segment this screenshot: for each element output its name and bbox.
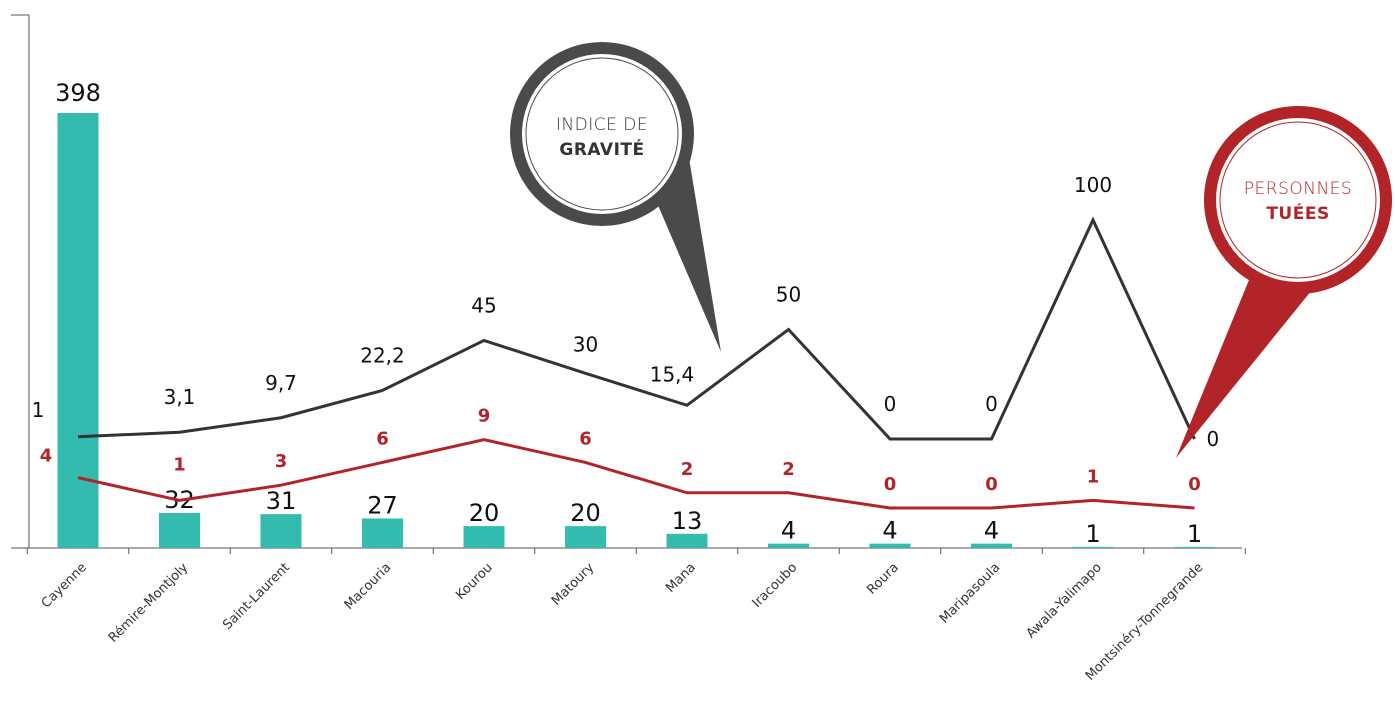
bar [159,513,200,548]
bar [869,543,911,548]
gravite-callout-ring [522,54,682,214]
tuees-line [77,438,1195,510]
category-labels: Cayenne Rémire-Montjoly Saint-Laurent Macou… [39,560,1207,684]
bar [463,526,505,548]
gravite-value-label: 45 [471,293,496,317]
category-label: Roura [864,560,901,597]
tuees-value-label: 1 [173,454,186,475]
tuees-value-label: 0 [884,474,897,495]
tuees-value-label: 6 [376,428,389,449]
tuees-callout-ring [1216,118,1380,282]
bars [57,113,1215,548]
bar-value-label: 27 [367,491,398,519]
tuees-value-label: 0 [1188,474,1201,495]
tuees-callout: PERSONNES TUÉES [1176,106,1392,458]
bar-value-label: 20 [570,499,601,527]
bar-value-label: 1 [1085,520,1100,548]
bar-value-label: 1 [1187,520,1202,548]
gravite-value-label: 50 [776,283,801,307]
bar [565,526,606,548]
bar [971,543,1012,548]
gravite-callout-inner [525,57,679,211]
bar [1072,546,1114,548]
tuees-value-label: 3 [275,451,288,472]
category-label: Saint-Laurent [220,560,293,633]
tuees-value-label: 2 [681,459,694,480]
category-label: Mana [663,560,699,596]
bar [260,514,302,548]
bar-value-label: 398 [55,79,101,107]
gravite-value-label: 0 [884,392,897,416]
line-value-labels: 1 3,1 9,7 22,2 45 30 15,4 50 0 0 100 0 4 1 3 6 9 6 2 2 0 0 1 0 [32,173,1220,495]
gravite-value-label: 9,7 [265,371,297,395]
gravite-value-label: 15,4 [650,362,695,386]
tuees-callout-line1: PERSONNES [1244,179,1352,199]
category-label: Awala-Yalimapo [1024,560,1105,641]
tuees-callout-pointer [1176,258,1320,458]
gravite-callout-line2: GRAVITÉ [559,138,644,160]
bar-value-label: 4 [882,517,897,545]
category-label: Montsinéry-Tonnegrande [1083,560,1207,684]
axes [11,14,1242,549]
category-label: Cayenne [39,560,90,611]
bar-value-label: 20 [469,499,500,527]
gravite-value-label: 1 [32,398,45,422]
tuees-value-label: 9 [478,406,491,427]
tuees-value-label: 0 [985,474,998,495]
tuees-value-label: 2 [782,459,795,480]
tuees-value-label: 6 [579,428,592,449]
gravite-value-label: 30 [573,332,598,356]
bar-value-label: 13 [672,507,703,535]
tuees-value-label: 4 [40,446,53,467]
category-label: Maripasoula [937,560,1003,626]
bar [666,533,708,548]
series-lines [77,216,1196,510]
category-label: Matoury [549,560,598,609]
tuees-callout-inner [1219,121,1377,279]
x-ticks [26,548,1246,554]
bar-value-label: 4 [984,517,999,545]
gravite-callout-line1: INDICE DE [556,115,648,135]
gravite-value-label: 100 [1074,173,1112,197]
gravite-value-label: 3,1 [164,385,196,409]
category-label: Kourou [453,560,496,603]
category-label: Rémire-Montjoly [106,560,192,646]
tuees-callout-line2: TUÉES [1266,202,1329,224]
bar-value-label: 31 [266,487,297,515]
gravite-value-label: 22,2 [360,343,405,367]
gravite-callout: INDICE DE GRAVITÉ [510,42,721,352]
gravite-value-label: 0 [1207,427,1220,451]
bar [1174,546,1215,548]
bar [768,543,809,548]
category-label: Iracoubo [750,560,801,611]
bar [362,518,403,548]
tuees-value-label: 1 [1087,466,1100,487]
gravite-value-label: 0 [985,392,998,416]
category-label: Macouria [342,560,395,613]
bar [57,113,99,548]
gravite-line [77,216,1196,441]
bar-value-label: 4 [781,517,796,545]
